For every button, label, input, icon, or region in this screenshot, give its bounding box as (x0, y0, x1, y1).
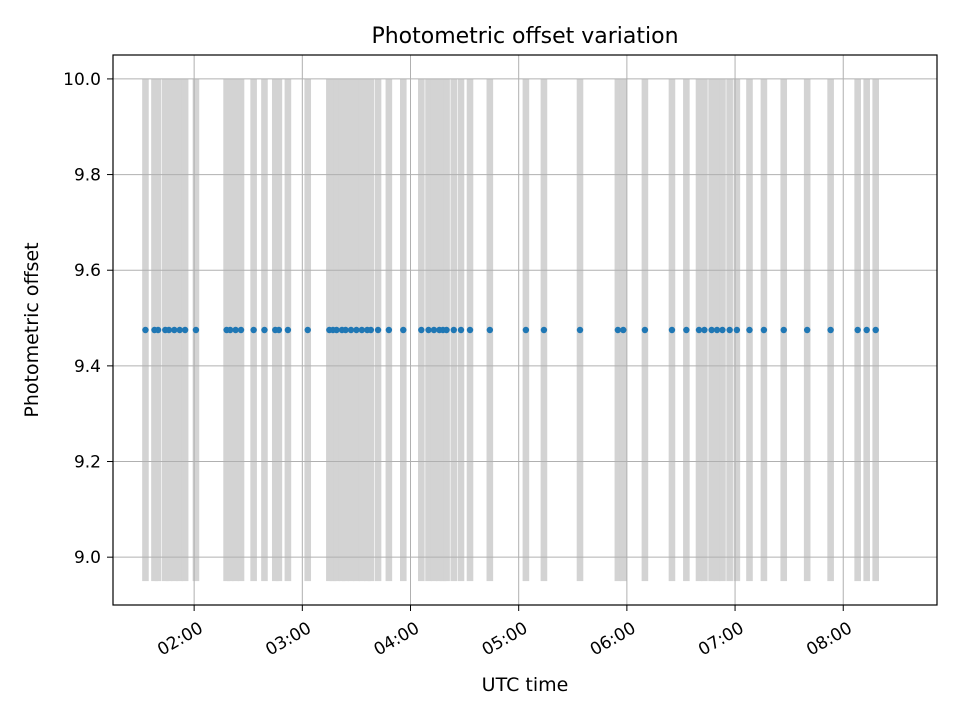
data-point (872, 326, 879, 334)
data-point (854, 326, 861, 334)
data-point (683, 326, 690, 334)
data-point (780, 326, 787, 334)
data-point (713, 326, 721, 334)
data-point (486, 326, 494, 334)
data-point (457, 326, 465, 334)
data-point (250, 326, 257, 334)
data-point (576, 326, 584, 334)
data-point (803, 326, 811, 334)
data-point (466, 326, 474, 334)
data-point (284, 326, 292, 334)
data-point (275, 326, 283, 334)
data-point (641, 326, 649, 334)
x-tick-label: 06:00 (587, 618, 639, 660)
plot-frame (112, 54, 938, 606)
x-axis: 02:00 03:00 04:00 05:00 06:00 07:00 08:00 (154, 605, 856, 660)
y-tick-label: 10.0 (63, 70, 101, 90)
data-point (540, 326, 548, 334)
x-tick-label: 05:00 (479, 618, 531, 660)
y-tick-label: 9.2 (74, 453, 101, 473)
y-tick-label: 9.8 (74, 166, 101, 186)
data-point (165, 326, 173, 334)
x-tick-label: 07:00 (695, 618, 747, 660)
data-point (333, 326, 340, 334)
data-point (760, 326, 768, 334)
data-point (719, 326, 726, 334)
data-point (746, 326, 753, 334)
data-point (733, 326, 741, 334)
data-point (400, 326, 407, 334)
data-point (430, 326, 438, 334)
y-axis: 9.0 9.2 9.4 9.6 9.8 10.0 (63, 70, 113, 568)
data-point (181, 326, 189, 334)
data-point (827, 326, 834, 334)
data-point (226, 326, 234, 334)
grid-layer (113, 55, 937, 605)
data-point (142, 326, 149, 334)
data-point (620, 326, 627, 334)
data-point (192, 326, 200, 334)
data-point (353, 326, 360, 334)
x-tick-label: 02:00 (154, 618, 206, 660)
data-point (237, 326, 245, 334)
data-point (347, 326, 355, 334)
chart-title: Photometric offset variation (371, 24, 678, 49)
y-axis-label: Photometric offset (21, 242, 43, 417)
data-point (367, 326, 375, 334)
points-layer (142, 326, 879, 334)
data-point (342, 326, 349, 334)
data-point (154, 326, 162, 334)
data-point (358, 326, 366, 334)
data-point (695, 326, 703, 334)
data-point (232, 326, 239, 334)
data-point (171, 326, 178, 334)
data-point (374, 326, 382, 334)
x-tick-label: 04:00 (371, 618, 423, 660)
data-point (304, 326, 311, 334)
y-tick-label: 9.4 (74, 357, 101, 377)
data-point (668, 326, 676, 334)
x-axis-label: UTC time (482, 674, 569, 696)
data-point (418, 326, 425, 334)
x-tick-label: 03:00 (262, 618, 314, 660)
data-point (176, 326, 183, 334)
data-point (261, 326, 268, 334)
y-tick-label: 9.6 (74, 261, 101, 281)
y-tick-label: 9.0 (74, 548, 101, 568)
data-point (425, 326, 432, 334)
data-point (450, 326, 457, 334)
data-point (701, 326, 708, 334)
data-point (708, 326, 715, 334)
data-point (385, 326, 393, 334)
data-point (522, 326, 530, 334)
data-point (614, 326, 622, 334)
data-point (443, 326, 450, 334)
x-tick-label: 08:00 (803, 618, 855, 660)
data-point (863, 326, 870, 334)
data-point (726, 326, 733, 334)
